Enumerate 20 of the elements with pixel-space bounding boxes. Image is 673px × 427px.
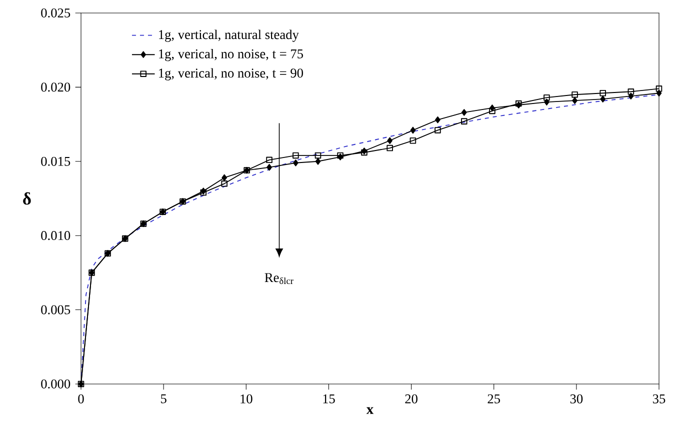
legend-label: 1g, verical, no noise, t = 75 [159,48,303,62]
x-tick-label: 20 [405,394,418,404]
x-tick-label: 35 [652,394,666,404]
y-tick-label: 0.020 [41,82,70,92]
y-tick-label: 0.000 [41,379,70,389]
annotation: Re$_{δlcr}$ [264,273,294,284]
x-axis-title: x [366,407,374,414]
x-tick-label: 5 [161,394,166,404]
x-tick-label: 0 [78,394,84,404]
y-tick-label: 0.025 [41,8,70,18]
x-tick-label: 10 [240,394,252,404]
x-tick-label: 25 [488,394,500,404]
y-tick-label: 0.015 [41,156,70,166]
y-axis-title: δ [23,192,31,205]
legend-label: 1g, vertical, natural steady [159,30,299,42]
y-tick-label: 0.010 [41,231,70,240]
x-tick-label: 15 [323,394,335,404]
y-tick-label: 0.005 [41,305,70,314]
x-tick-label: 30 [570,394,583,404]
legend-label: 1g, verical, no noise, t = 90 [159,68,304,80]
